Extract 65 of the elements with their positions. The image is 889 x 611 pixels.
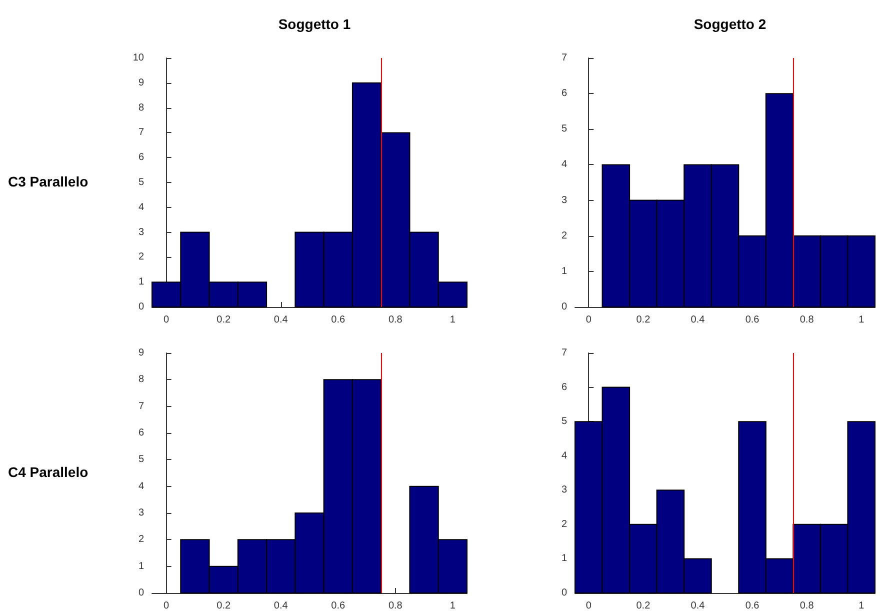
y-tick-label: 6 xyxy=(138,428,144,438)
x-tick-label: 0 xyxy=(586,314,592,326)
y-tick-label: 0 xyxy=(561,302,568,312)
x-tick-label: 1 xyxy=(858,314,865,326)
y-tick-label: 3 xyxy=(561,484,568,496)
y-tick-label: 4 xyxy=(138,202,144,213)
x-tick-label: 0.8 xyxy=(388,600,403,611)
x-tick-label: 0.4 xyxy=(274,314,288,326)
y-tick-label: 2 xyxy=(561,230,568,242)
y-tick-label: 3 xyxy=(561,194,568,206)
x-tick-label: 1 xyxy=(450,600,456,611)
y-tick-label: 4 xyxy=(561,450,568,462)
x-tick-label: 0 xyxy=(586,600,592,611)
y-tick-label: 0 xyxy=(138,302,144,312)
y-tick-label: 1 xyxy=(561,266,568,277)
y-axis-title: C4 Parallelo xyxy=(8,464,88,480)
x-tick-label: 0.8 xyxy=(388,314,403,326)
x-tick-label: 0.2 xyxy=(216,600,231,611)
y-tick-label: 6 xyxy=(138,152,144,164)
y-tick-label: 5 xyxy=(561,124,568,135)
chart-title: Soggetto 1 xyxy=(278,16,351,32)
y-tick-label: 8 xyxy=(138,102,144,114)
x-tick-label: 0.2 xyxy=(216,314,231,326)
y-tick-label: 5 xyxy=(138,177,144,188)
y-tick-label: 7 xyxy=(138,127,144,138)
y-tick-label: 7 xyxy=(561,348,568,358)
x-tick-label: 0.6 xyxy=(745,314,760,326)
y-tick-label: 1 xyxy=(561,553,568,564)
y-tick-label: 7 xyxy=(561,52,568,64)
x-tick-label: 0.2 xyxy=(636,600,651,611)
y-tick-label: 8 xyxy=(138,374,144,386)
x-tick-label: 1 xyxy=(450,314,456,326)
x-tick-label: 0.2 xyxy=(636,314,651,326)
y-tick-label: 1 xyxy=(138,560,144,572)
chart-title: Soggetto 2 xyxy=(694,16,766,32)
y-tick-label: 1 xyxy=(138,276,144,288)
y-tick-label: 5 xyxy=(138,454,144,466)
x-tick-label: 0.8 xyxy=(800,600,814,611)
x-tick-label: 0.6 xyxy=(745,600,760,611)
y-tick-label: 7 xyxy=(138,400,144,412)
x-tick-label: 0.6 xyxy=(331,600,346,611)
y-tick-label: 5 xyxy=(561,416,568,428)
x-tick-label: 0.4 xyxy=(690,600,706,611)
y-tick-label: 10 xyxy=(132,52,144,64)
y-tick-label: 6 xyxy=(561,88,568,100)
y-tick-label: 2 xyxy=(138,534,144,546)
x-tick-label: 0.8 xyxy=(800,314,814,326)
x-tick-label: 0 xyxy=(164,600,170,611)
y-tick-label: 9 xyxy=(138,77,144,88)
x-tick-label: 0 xyxy=(164,314,170,326)
y-tick-label: 9 xyxy=(138,348,144,358)
x-tick-label: 0.6 xyxy=(331,314,346,326)
x-tick-label: 1 xyxy=(858,600,865,611)
y-tick-label: 2 xyxy=(138,252,144,263)
y-tick-label: 6 xyxy=(561,382,568,393)
y-tick-label: 4 xyxy=(561,159,568,170)
y-tick-label: 4 xyxy=(138,480,144,492)
y-tick-label: 3 xyxy=(138,226,144,238)
y-tick-label: 3 xyxy=(138,508,144,518)
x-tick-label: 0.4 xyxy=(690,314,706,326)
y-tick-label: 0 xyxy=(138,588,144,598)
y-tick-label: 2 xyxy=(561,518,568,530)
x-tick-label: 0.4 xyxy=(274,600,288,611)
y-axis-title: C3 Parallelo xyxy=(8,174,88,190)
y-tick-label: 0 xyxy=(561,588,568,598)
